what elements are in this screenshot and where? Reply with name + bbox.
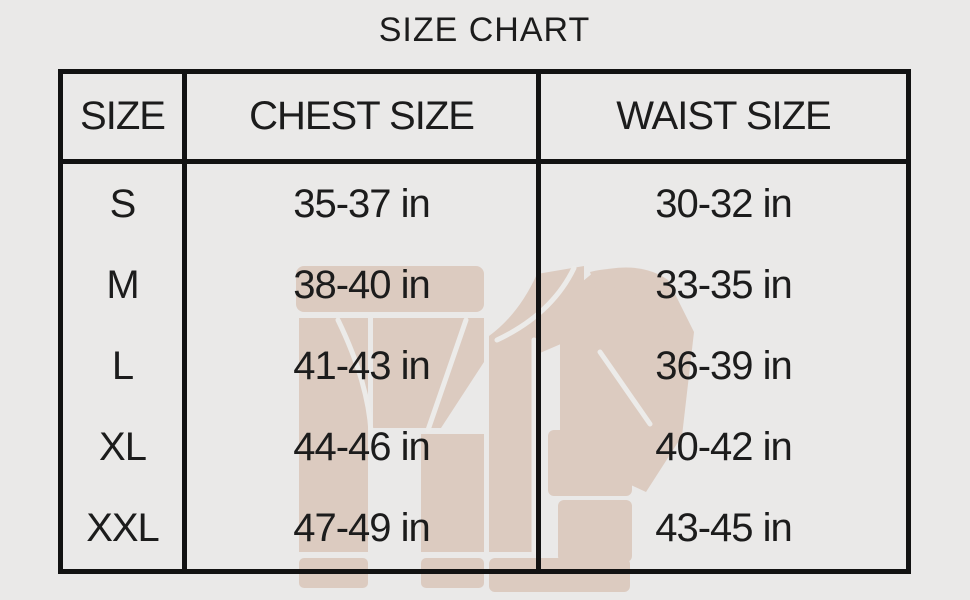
cell-waist-xl: 40-42 in [536, 407, 906, 488]
size-chart-table: SIZE CHEST SIZE WAIST SIZE S 35-37 in 30… [58, 69, 911, 574]
cell-chest-s: 35-37 in [182, 164, 536, 245]
header-size: SIZE [63, 74, 182, 164]
page-title: SIZE CHART [378, 11, 591, 49]
cell-chest-xl: 44-46 in [182, 407, 536, 488]
cell-waist-l: 36-39 in [536, 326, 906, 407]
cell-waist-xxl: 43-45 in [536, 488, 906, 569]
cell-chest-xxl: 47-49 in [182, 488, 536, 569]
cell-size-xxl: XXL [86, 506, 160, 550]
cell-chest-l: 41-43 in [182, 326, 536, 407]
cell-size-s: S [109, 182, 137, 226]
cell-waist-s: 30-32 in [536, 164, 906, 245]
header-waist: WAIST SIZE [536, 74, 906, 164]
cell-size-m: M [106, 263, 139, 307]
cell-waist-m: 33-35 in [536, 245, 906, 326]
header-chest: CHEST SIZE [182, 74, 536, 164]
cell-size-l: L [111, 344, 134, 388]
cell-size-xl: XL [99, 425, 147, 469]
cell-chest-m: 38-40 in [182, 245, 536, 326]
